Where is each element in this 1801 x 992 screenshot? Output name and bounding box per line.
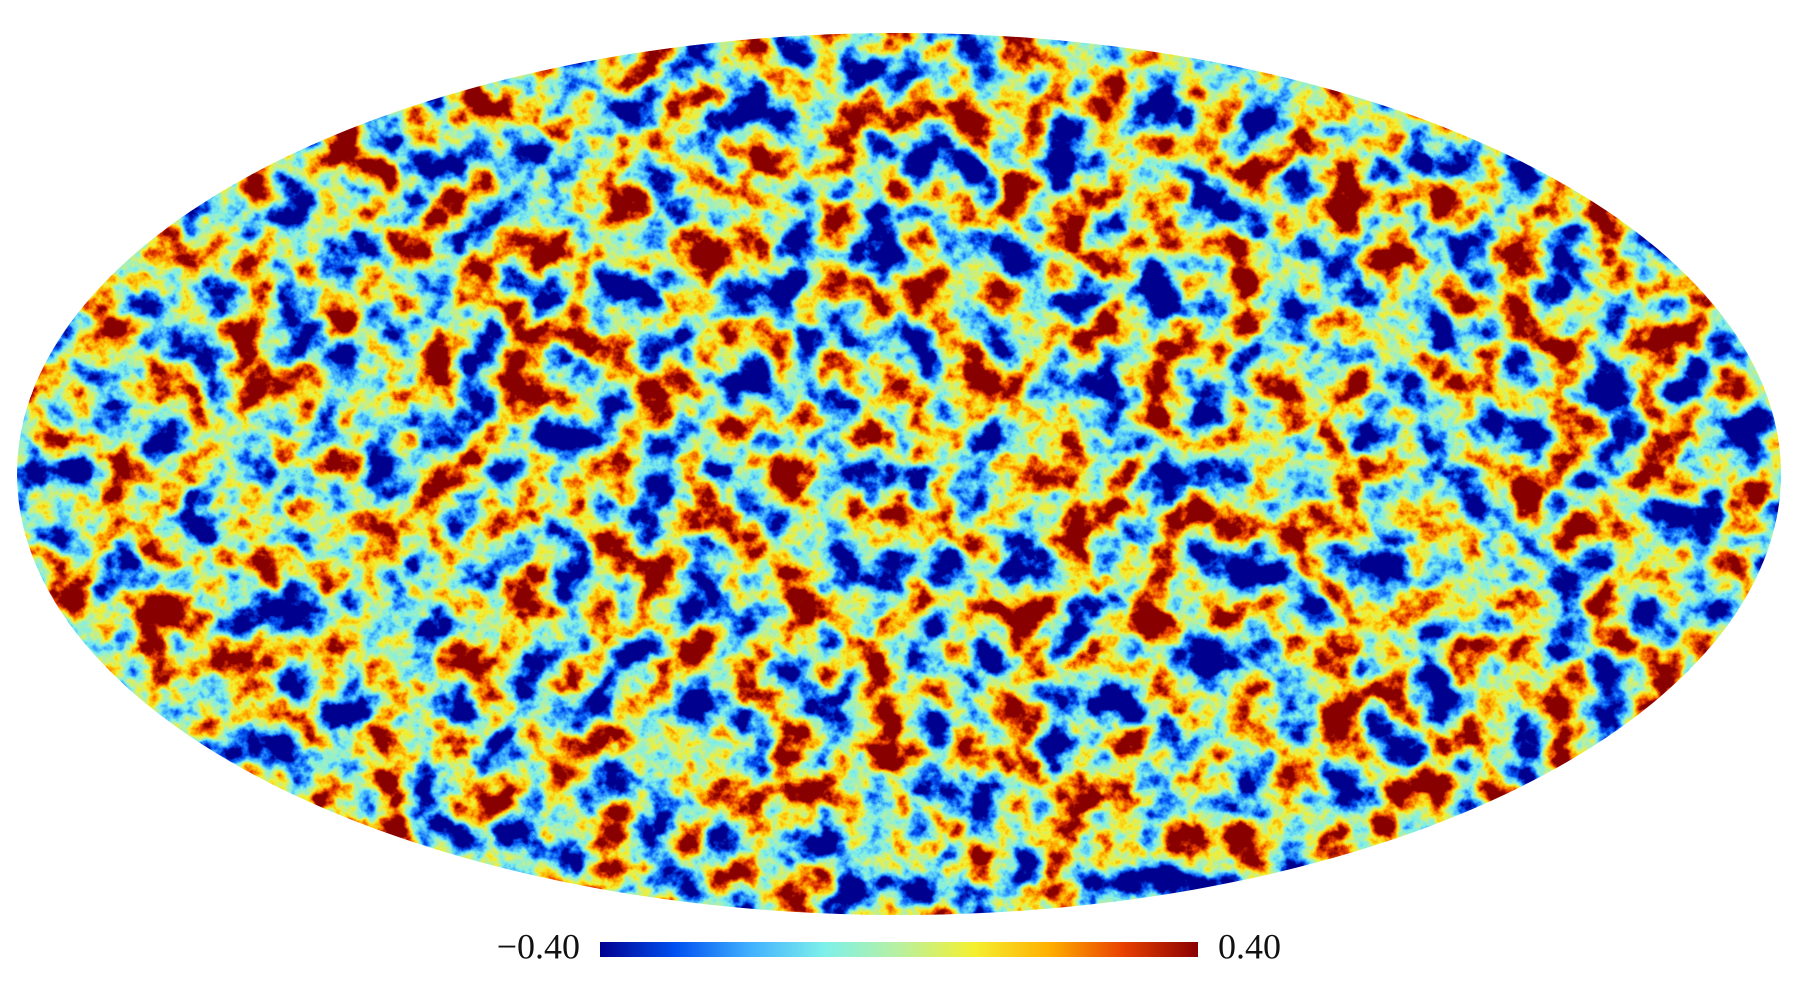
colorbar: [600, 942, 1198, 957]
colorbar-tick-label: −0.40: [497, 926, 580, 966]
colorbar-tick-label: 0.40: [1218, 926, 1281, 966]
temperature-field: [17, 33, 1781, 915]
sky-map: [17, 33, 1781, 915]
